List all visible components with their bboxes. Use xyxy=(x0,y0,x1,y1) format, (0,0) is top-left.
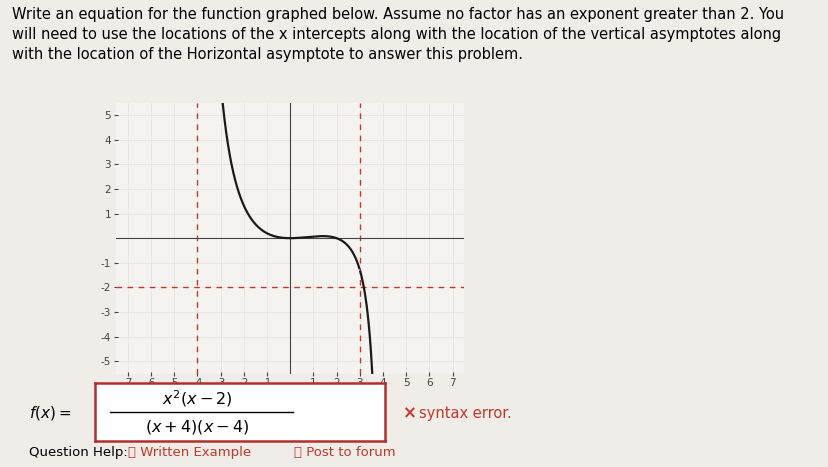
Text: 🔘 Post to forum: 🔘 Post to forum xyxy=(294,446,396,459)
Text: syntax error.: syntax error. xyxy=(418,406,511,421)
Text: $x^{2}(x-2)$: $x^{2}(x-2)$ xyxy=(161,389,232,409)
Text: $\mathbf{\times}$: $\mathbf{\times}$ xyxy=(402,404,416,422)
Text: Question Help:: Question Help: xyxy=(29,446,128,459)
Text: Write an equation for the function graphed below. Assume no factor has an expone: Write an equation for the function graph… xyxy=(12,7,783,62)
Text: 📄 Written Example: 📄 Written Example xyxy=(128,446,252,459)
Text: $(x+4)(x-4)$: $(x+4)(x-4)$ xyxy=(145,417,248,436)
Text: $f(x) =$: $f(x) =$ xyxy=(29,404,71,422)
